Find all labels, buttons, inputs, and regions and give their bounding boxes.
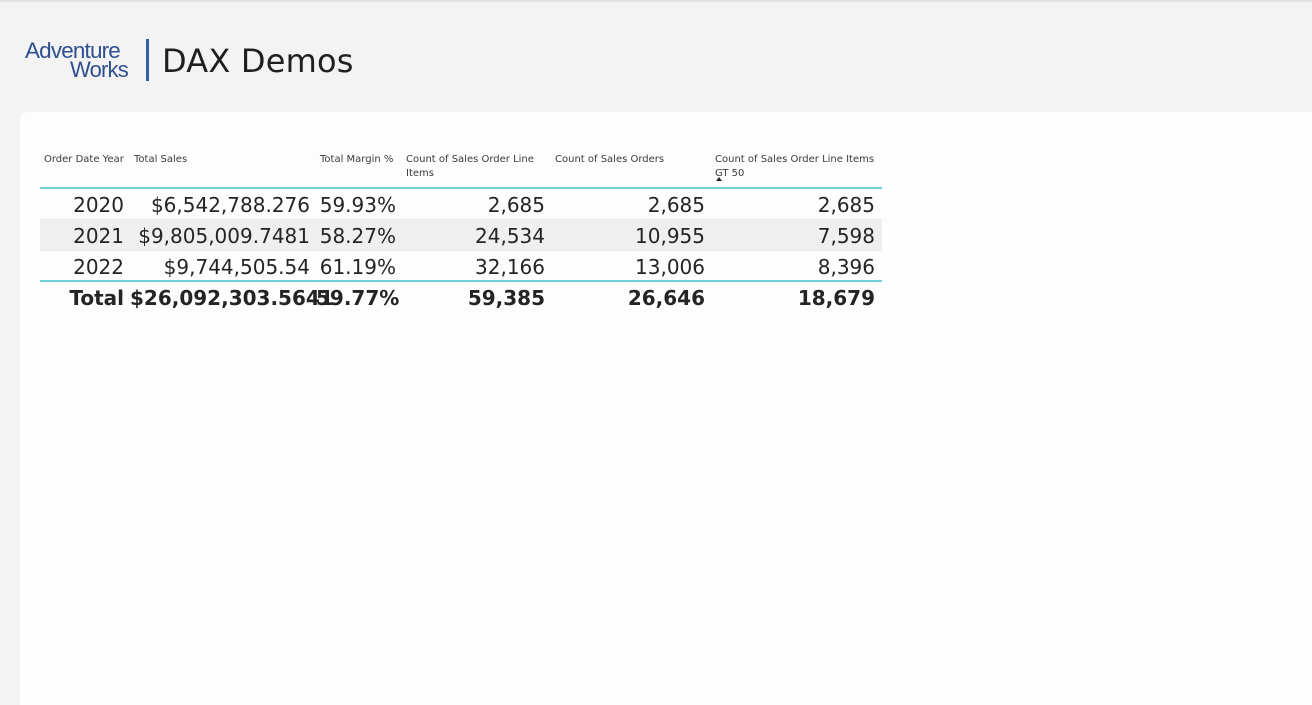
matrix-header: Order Date Year Total Sales Total Margin… xyxy=(40,146,882,189)
cell-total-sales: $9,744,505.54 xyxy=(163,255,310,279)
cell-line-items: 32,166 xyxy=(475,255,545,279)
matrix-visual[interactable]: Order Date Year Total Sales Total Margin… xyxy=(40,146,882,312)
cell-year: 2021 xyxy=(73,224,124,248)
total-label: Total xyxy=(69,286,124,310)
total-sales-value: $26,092,303.5641 xyxy=(130,286,334,310)
top-border xyxy=(0,0,1312,2)
total-sales-orders-value: 26,646 xyxy=(627,286,705,310)
cell-line-items-gt50: 2,685 xyxy=(817,193,875,217)
cell-line-items-gt50: 8,396 xyxy=(817,255,875,279)
logo-line-2: Works xyxy=(70,57,129,82)
cell-total-sales: $6,542,788.276 xyxy=(150,193,310,217)
table-row: 2020 $6,542,788.276 59.93% 2,685 2,685 2… xyxy=(40,189,882,220)
column-header-line-items-gt50[interactable]: Count of Sales Order Line Items GT 50 xyxy=(715,154,875,179)
column-header-total-margin[interactable]: Total Margin % xyxy=(320,154,394,165)
cell-line-items: 24,534 xyxy=(475,224,545,248)
total-row: Total $26,092,303.5641 59.77% 59,385 26,… xyxy=(40,282,882,312)
sort-ascending-icon[interactable] xyxy=(716,177,722,181)
cell-total-margin: 58.27% xyxy=(319,224,396,248)
cell-sales-orders: 10,955 xyxy=(635,224,705,248)
table-row: 2022 $9,744,505.54 61.19% 32,166 13,006 … xyxy=(40,251,882,282)
cell-year: 2020 xyxy=(73,193,124,217)
total-line-items-value: 59,385 xyxy=(467,286,545,310)
total-margin-value: 59.77% xyxy=(316,286,400,310)
cell-year: 2022 xyxy=(73,255,124,279)
logo-divider xyxy=(146,39,149,81)
cell-total-margin: 59.93% xyxy=(319,193,396,217)
total-line-items-gt50-value: 18,679 xyxy=(797,286,875,310)
cell-line-items-gt50: 7,598 xyxy=(817,224,875,248)
adventure-works-logo: Adventure Works xyxy=(25,40,135,84)
cell-total-sales: $9,805,009.7481 xyxy=(138,224,310,248)
cell-line-items: 2,685 xyxy=(487,193,545,217)
report-canvas: Order Date Year Total Sales Total Margin… xyxy=(20,112,1312,705)
cell-sales-orders: 2,685 xyxy=(647,193,705,217)
logo-line-1: Adventure xyxy=(25,38,121,63)
column-header-line-items[interactable]: Count of Sales Order Line Items xyxy=(406,154,534,179)
column-header-order-date-year[interactable]: Order Date Year xyxy=(44,154,124,165)
page-title: DAX Demos xyxy=(162,42,354,80)
cell-sales-orders: 13,006 xyxy=(635,255,705,279)
cell-total-margin: 61.19% xyxy=(319,255,396,279)
column-header-total-sales[interactable]: Total Sales xyxy=(134,154,188,165)
column-header-sales-orders[interactable]: Count of Sales Orders xyxy=(555,154,665,165)
report-header: Adventure Works DAX Demos xyxy=(0,2,1312,112)
table-row: 2021 $9,805,009.7481 58.27% 24,534 10,95… xyxy=(40,220,882,251)
